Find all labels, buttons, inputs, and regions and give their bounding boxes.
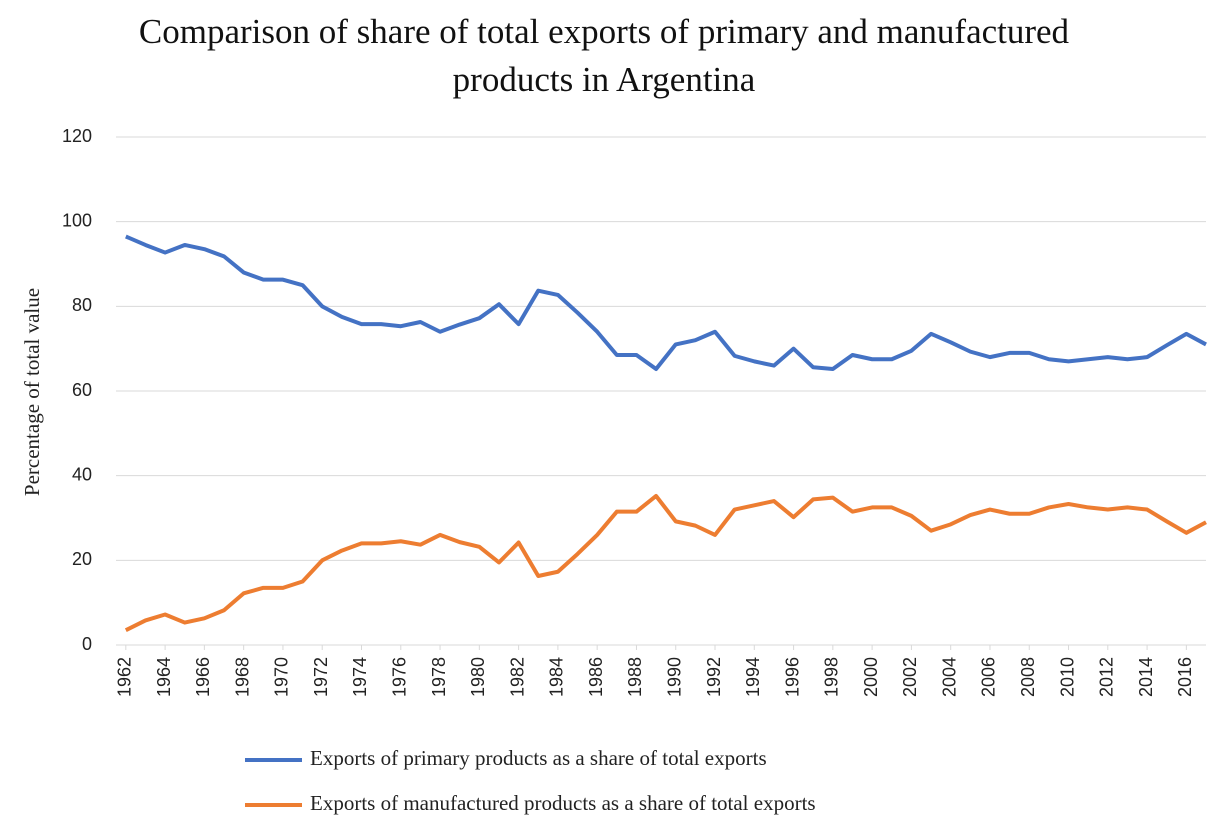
- x-tick-label: 1996: [782, 657, 802, 697]
- y-tick-label: 100: [62, 210, 92, 230]
- y-tick-label: 20: [72, 549, 92, 569]
- y-tick-label: 60: [72, 380, 92, 400]
- x-tick-label: 2008: [1018, 657, 1038, 697]
- x-tick-label: 1968: [232, 657, 252, 697]
- x-tick-label: 2012: [1097, 657, 1117, 697]
- chart-title: Comparison of share of total exports of …: [138, 12, 1070, 99]
- x-tick-label: 2004: [939, 657, 959, 697]
- x-tick-label: 2006: [979, 657, 999, 697]
- y-axis-label: Percentage of total value: [20, 288, 44, 496]
- legend-label: Exports of primary products as a share o…: [310, 746, 767, 770]
- x-tick-label: 1970: [272, 657, 292, 697]
- x-tick-label: 1964: [154, 657, 174, 697]
- x-tick-label: 1994: [743, 657, 763, 697]
- line: [124, 493, 1207, 632]
- x-tick-label: 2002: [900, 657, 920, 697]
- y-tick-label: 80: [72, 295, 92, 315]
- x-tick-label: 1962: [115, 657, 135, 697]
- x-tick-label: 1992: [704, 657, 724, 697]
- x-tick-label: 2014: [1136, 657, 1156, 697]
- x-tick-label: 1984: [547, 657, 567, 697]
- x-tick-label: 1974: [350, 657, 370, 697]
- x-tick-label: 1986: [586, 657, 606, 697]
- line: [125, 234, 1207, 371]
- x-tick-label: 1972: [311, 657, 331, 697]
- x-tick-label: 1966: [193, 657, 213, 697]
- x-tick-label: 1982: [507, 657, 527, 697]
- x-tick-label: 2000: [861, 657, 881, 697]
- x-tick-label: 2010: [1057, 657, 1077, 697]
- x-tick-label: 2016: [1175, 657, 1195, 697]
- y-tick-label: 40: [72, 464, 92, 484]
- x-tick-label: 1998: [822, 657, 842, 697]
- x-tick-label: 1978: [429, 657, 449, 697]
- x-tick-label: 1980: [468, 657, 488, 697]
- x-tick-label: 1990: [664, 657, 684, 697]
- x-tick-label: 1988: [625, 657, 645, 697]
- x-tick-label: 1976: [390, 657, 410, 697]
- y-tick-label: 0: [82, 634, 92, 654]
- y-tick-label: 120: [62, 126, 92, 146]
- legend-label: Exports of manufactured products as a sh…: [310, 791, 816, 815]
